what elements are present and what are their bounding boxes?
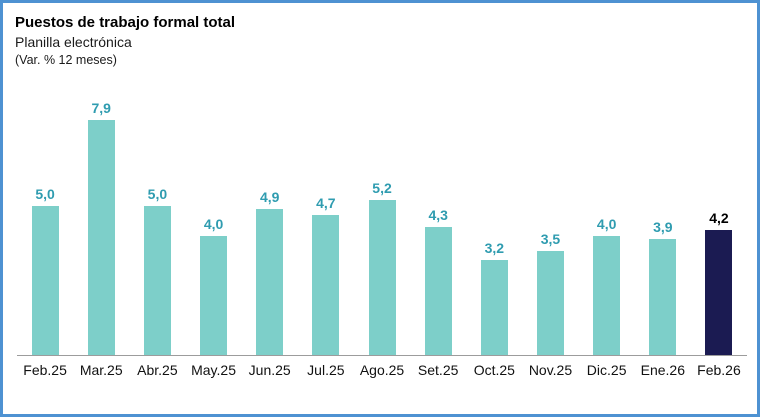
bar-value-label: 4,0 bbox=[596, 216, 617, 232]
chart-subtitle: Planilla electrónica bbox=[15, 34, 132, 50]
bar-column: 5,0 bbox=[129, 186, 185, 355]
bar-value-label: 4,0 bbox=[203, 216, 224, 232]
x-axis-tick-label: Feb.25 bbox=[23, 362, 67, 378]
bar bbox=[87, 120, 115, 355]
bar bbox=[200, 236, 228, 355]
bar-value-label: 5,2 bbox=[372, 180, 392, 196]
x-axis-tick-label: Abr.25 bbox=[137, 362, 178, 378]
x-axis-tick-label: Ene.26 bbox=[640, 362, 685, 378]
bar-value-label: 3,2 bbox=[484, 240, 505, 256]
x-axis-tick-label: Dic.25 bbox=[586, 362, 627, 378]
x-axis-tick-label: Set.25 bbox=[417, 362, 459, 378]
plot-area: 5,0 7,9 5,0 4,0 4,9 4,7 5,2 4,3 3,2 3,5 4,0 3,9 4,2 bbox=[17, 93, 747, 356]
bar-column: 4,0 bbox=[185, 216, 241, 355]
bar bbox=[536, 251, 564, 355]
bar bbox=[312, 215, 340, 355]
bar bbox=[368, 200, 396, 355]
bar-column: 3,5 bbox=[522, 231, 578, 355]
bar bbox=[31, 206, 59, 355]
x-axis-tick-label: Jun.25 bbox=[248, 362, 291, 378]
bar bbox=[649, 239, 677, 355]
bar-column: 4,0 bbox=[579, 216, 635, 355]
x-axis-tick-label: Ago.25 bbox=[359, 362, 405, 378]
chart-unit-note: (Var. % 12 meses) bbox=[15, 53, 117, 67]
bar-value-label: 4,7 bbox=[316, 195, 336, 211]
bar-column: 4,9 bbox=[242, 189, 298, 355]
x-axis-tick-label: Oct.25 bbox=[473, 362, 515, 378]
bar-column: 7,9 bbox=[73, 100, 129, 355]
bar bbox=[256, 209, 284, 355]
bar-column: 4,3 bbox=[410, 207, 466, 355]
bar-chart: 5,0 7,9 5,0 4,0 4,9 4,7 5,2 4,3 3,2 3,5 4,0 3,9 4,2 … bbox=[17, 93, 747, 378]
bar-value-label: 5,0 bbox=[35, 186, 55, 202]
bar bbox=[705, 230, 733, 355]
x-axis-tick-label: Mar.25 bbox=[79, 362, 123, 378]
bar-value-label: 4,2 bbox=[709, 210, 729, 226]
bar-column: 5,2 bbox=[354, 180, 410, 355]
bar bbox=[593, 236, 621, 355]
bar bbox=[480, 260, 508, 355]
chart-title: Puestos de trabajo formal total bbox=[15, 14, 236, 31]
bar-value-label: 3,9 bbox=[653, 219, 673, 235]
bar-value-label: 5,0 bbox=[147, 186, 168, 202]
bar-value-label: 7,9 bbox=[91, 100, 111, 116]
bar-value-label: 4,3 bbox=[428, 207, 448, 223]
x-axis-tick-label: Feb.26 bbox=[697, 362, 741, 378]
bar-column: 5,0 bbox=[17, 186, 73, 355]
bar bbox=[424, 227, 452, 355]
x-axis-labels: Feb.25 Mar.25 Abr.25 May.25 Jun.25 Jul.25 Ago.… bbox=[17, 362, 747, 378]
bar-column: 4,7 bbox=[298, 195, 354, 355]
x-axis-tick-label: May.25 bbox=[191, 362, 236, 378]
x-axis-tick-label: Nov.25 bbox=[528, 362, 573, 378]
bar-column: 3,9 bbox=[635, 219, 691, 355]
bar bbox=[143, 206, 171, 355]
chart-header: Puestos de trabajo formal total Planilla… bbox=[3, 3, 757, 69]
bar-value-label: 4,9 bbox=[259, 189, 280, 205]
bar-value-label: 3,5 bbox=[540, 231, 561, 247]
x-axis-tick-label: Jul.25 bbox=[307, 362, 345, 378]
bar-column: 4,2 bbox=[691, 210, 747, 355]
bar-column: 3,2 bbox=[466, 240, 522, 355]
